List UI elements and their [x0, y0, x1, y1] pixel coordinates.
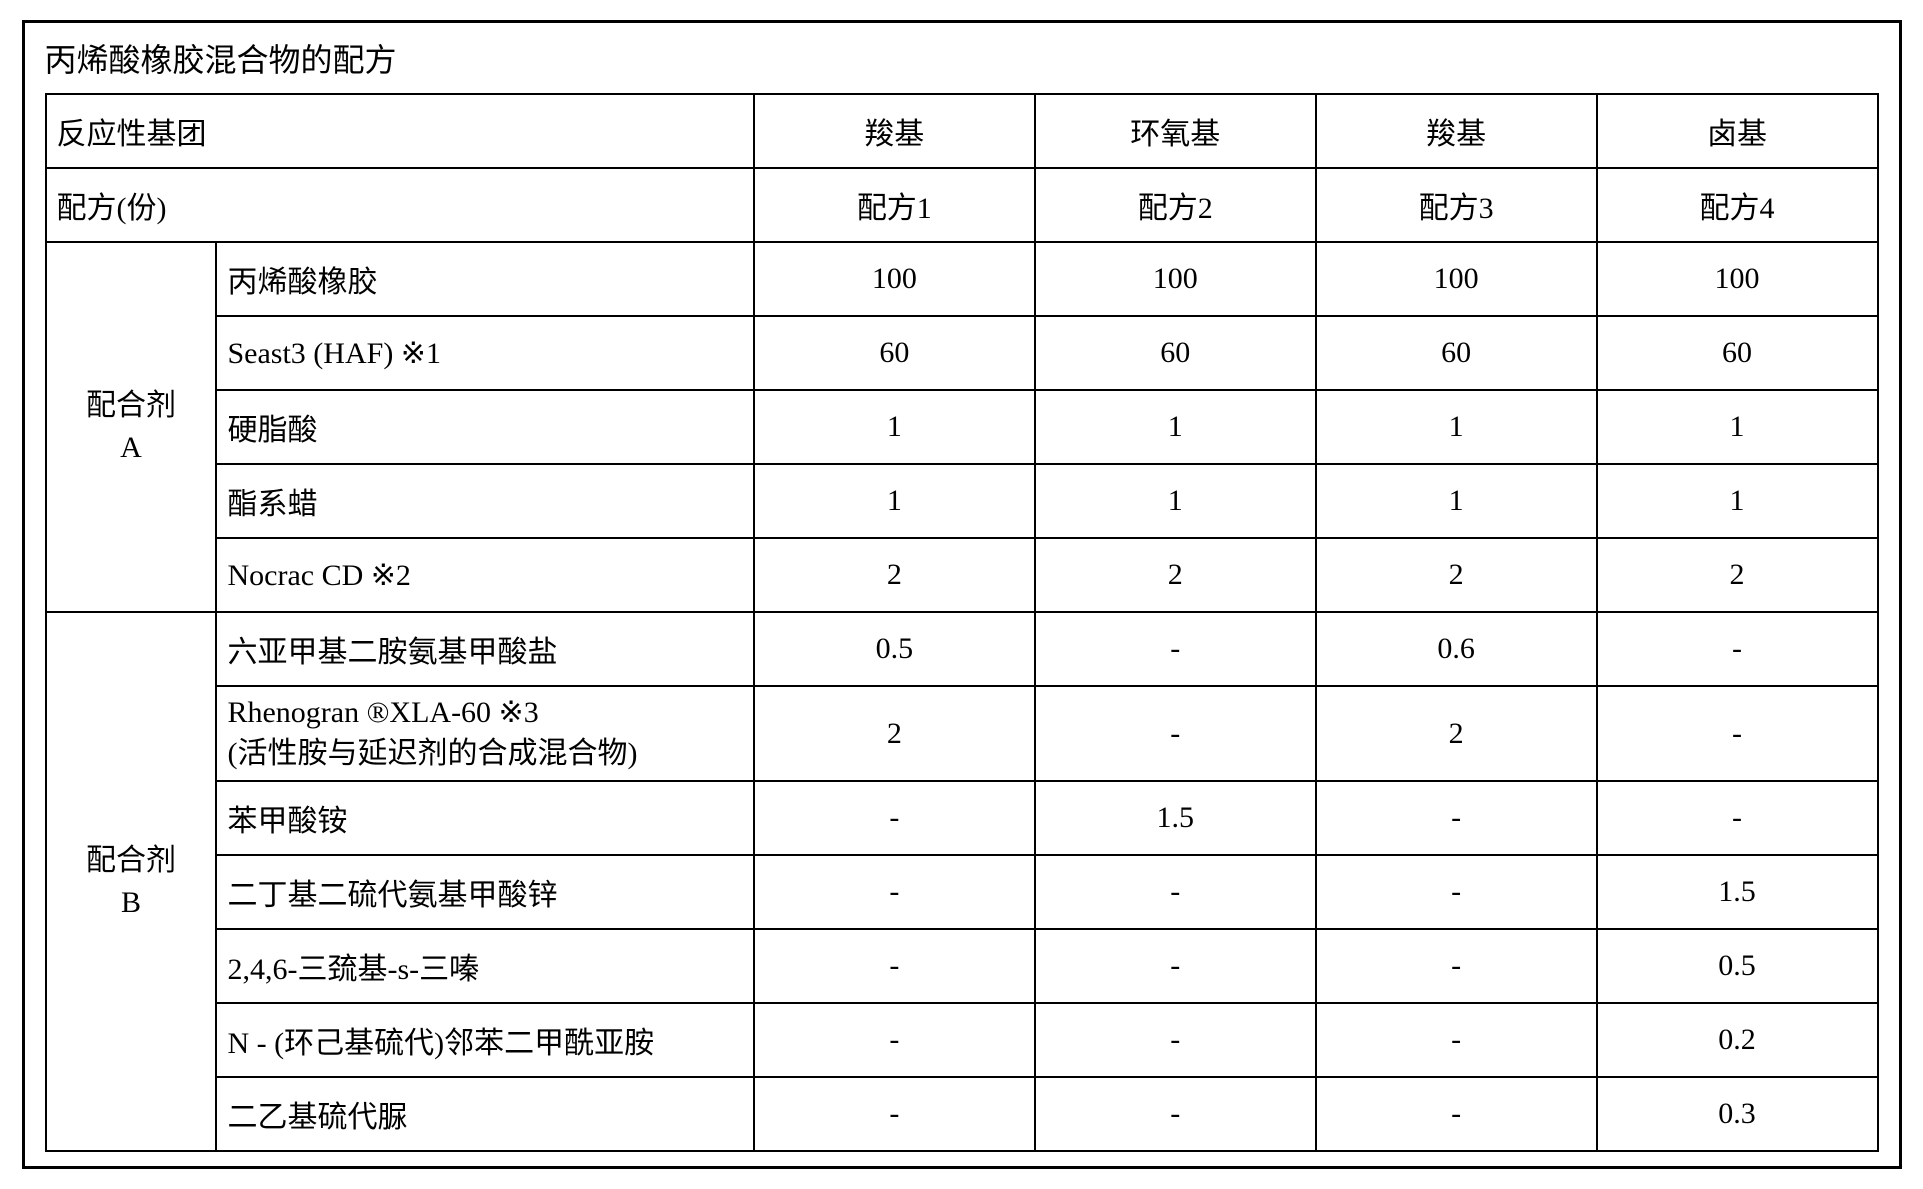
ingredient-name-line2: (活性胺与延迟剂的合成混合物) — [227, 737, 637, 770]
group-a-label-line1: 配合剂 — [86, 389, 176, 422]
formula-parts-label: 配方(份) — [46, 168, 754, 242]
ingredient-value: 60 — [1035, 316, 1316, 390]
ingredient-value: 1 — [1035, 464, 1316, 538]
ingredient-value: 2 — [1316, 538, 1597, 612]
ingredient-value: - — [1597, 612, 1878, 686]
group-a-label-line2: A — [120, 431, 142, 464]
table-row: 2,4,6-三巯基-s-三嗪 - - - 0.5 — [46, 929, 1878, 1003]
ingredient-value: - — [754, 1003, 1035, 1077]
ingredient-value: - — [754, 781, 1035, 855]
reactive-group-label: 反应性基团 — [46, 94, 754, 168]
ingredient-value: - — [1035, 612, 1316, 686]
table-row: Seast3 (HAF) ※1 60 60 60 60 — [46, 316, 1878, 390]
ingredient-value: 100 — [1316, 242, 1597, 316]
ingredient-value: 2 — [1316, 686, 1597, 781]
ingredient-value: 0.3 — [1597, 1077, 1878, 1151]
ingredient-value: - — [754, 855, 1035, 929]
ingredient-value: 1.5 — [1597, 855, 1878, 929]
table-row: 酯系蜡 1 1 1 1 — [46, 464, 1878, 538]
ingredient-value: 60 — [754, 316, 1035, 390]
group-b-label-line2: B — [121, 886, 141, 919]
ingredient-value: 1 — [1597, 390, 1878, 464]
ingredient-value: 1 — [754, 390, 1035, 464]
formula-col1: 配方1 — [754, 168, 1035, 242]
ingredient-name: 二丁基二硫代氨基甲酸锌 — [216, 855, 753, 929]
ingredient-value: - — [1035, 1003, 1316, 1077]
table-row: 二丁基二硫代氨基甲酸锌 - - - 1.5 — [46, 855, 1878, 929]
ingredient-name: 硬脂酸 — [216, 390, 753, 464]
ingredient-value: 2 — [754, 686, 1035, 781]
ingredient-value: - — [754, 1077, 1035, 1151]
ingredient-name: 苯甲酸铵 — [216, 781, 753, 855]
formula-table-container: 丙烯酸橡胶混合物的配方 反应性基团 羧基 环氧基 羧基 卤基 配方(份) 配方1… — [22, 20, 1902, 1169]
ingredient-value: - — [1035, 686, 1316, 781]
ingredient-value: 2 — [1597, 538, 1878, 612]
ingredient-value: 1 — [1597, 464, 1878, 538]
ingredient-value: - — [1035, 1077, 1316, 1151]
table-row: 配合剂 B 六亚甲基二胺氨基甲酸盐 0.5 - 0.6 - — [46, 612, 1878, 686]
ingredient-value: 0.2 — [1597, 1003, 1878, 1077]
ingredient-name: Seast3 (HAF) ※1 — [216, 316, 753, 390]
ingredient-value: - — [1316, 1003, 1597, 1077]
reactive-group-col1: 羧基 — [754, 94, 1035, 168]
ingredient-value: 0.5 — [754, 612, 1035, 686]
ingredient-value: 1 — [1316, 464, 1597, 538]
table-row: 配合剂 A 丙烯酸橡胶 100 100 100 100 — [46, 242, 1878, 316]
formula-table: 反应性基团 羧基 环氧基 羧基 卤基 配方(份) 配方1 配方2 配方3 配方4… — [45, 93, 1879, 1152]
ingredient-name: 二乙基硫代脲 — [216, 1077, 753, 1151]
table-row: 硬脂酸 1 1 1 1 — [46, 390, 1878, 464]
ingredient-value: - — [1316, 929, 1597, 1003]
group-b-label-line1: 配合剂 — [86, 844, 176, 877]
ingredient-name: N - (环己基硫代)邻苯二甲酰亚胺 — [216, 1003, 753, 1077]
formula-col2: 配方2 — [1035, 168, 1316, 242]
ingredient-name: Rhenogran ®XLA-60 ※3 (活性胺与延迟剂的合成混合物) — [216, 686, 753, 781]
header-row-formula: 配方(份) 配方1 配方2 配方3 配方4 — [46, 168, 1878, 242]
header-row-reactive-group: 反应性基团 羧基 环氧基 羧基 卤基 — [46, 94, 1878, 168]
group-b-label: 配合剂 B — [46, 612, 217, 1151]
reactive-group-col3: 羧基 — [1316, 94, 1597, 168]
formula-col4: 配方4 — [1597, 168, 1878, 242]
ingredient-value: - — [1316, 1077, 1597, 1151]
ingredient-value: 0.5 — [1597, 929, 1878, 1003]
table-row: N - (环己基硫代)邻苯二甲酰亚胺 - - - 0.2 — [46, 1003, 1878, 1077]
ingredient-value: - — [1597, 781, 1878, 855]
table-row: Rhenogran ®XLA-60 ※3 (活性胺与延迟剂的合成混合物) 2 -… — [46, 686, 1878, 781]
reactive-group-col2: 环氧基 — [1035, 94, 1316, 168]
ingredient-value: 100 — [754, 242, 1035, 316]
ingredient-name: 六亚甲基二胺氨基甲酸盐 — [216, 612, 753, 686]
ingredient-value: 60 — [1316, 316, 1597, 390]
ingredient-value: 60 — [1597, 316, 1878, 390]
ingredient-value: 2 — [1035, 538, 1316, 612]
ingredient-value: 1 — [1035, 390, 1316, 464]
group-a-label: 配合剂 A — [46, 242, 217, 612]
ingredient-value: - — [1597, 686, 1878, 781]
ingredient-name: 丙烯酸橡胶 — [216, 242, 753, 316]
table-title: 丙烯酸橡胶混合物的配方 — [25, 23, 1899, 93]
ingredient-value: - — [1035, 855, 1316, 929]
ingredient-value: - — [1316, 855, 1597, 929]
ingredient-name-line1: Rhenogran ®XLA-60 ※3 — [227, 696, 538, 729]
table-row: Nocrac CD ※2 2 2 2 2 — [46, 538, 1878, 612]
ingredient-value: 1.5 — [1035, 781, 1316, 855]
ingredient-name: 2,4,6-三巯基-s-三嗪 — [216, 929, 753, 1003]
ingredient-value: 2 — [754, 538, 1035, 612]
ingredient-name: 酯系蜡 — [216, 464, 753, 538]
reactive-group-col4: 卤基 — [1597, 94, 1878, 168]
ingredient-value: 0.6 — [1316, 612, 1597, 686]
ingredient-value: 1 — [1316, 390, 1597, 464]
table-row: 二乙基硫代脲 - - - 0.3 — [46, 1077, 1878, 1151]
ingredient-value: 100 — [1597, 242, 1878, 316]
ingredient-value: - — [1035, 929, 1316, 1003]
formula-col3: 配方3 — [1316, 168, 1597, 242]
table-row: 苯甲酸铵 - 1.5 - - — [46, 781, 1878, 855]
ingredient-value: 100 — [1035, 242, 1316, 316]
ingredient-value: 1 — [754, 464, 1035, 538]
ingredient-name: Nocrac CD ※2 — [216, 538, 753, 612]
ingredient-value: - — [754, 929, 1035, 1003]
ingredient-value: - — [1316, 781, 1597, 855]
